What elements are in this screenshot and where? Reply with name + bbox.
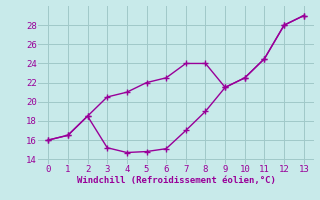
X-axis label: Windchill (Refroidissement éolien,°C): Windchill (Refroidissement éolien,°C) bbox=[76, 176, 276, 185]
